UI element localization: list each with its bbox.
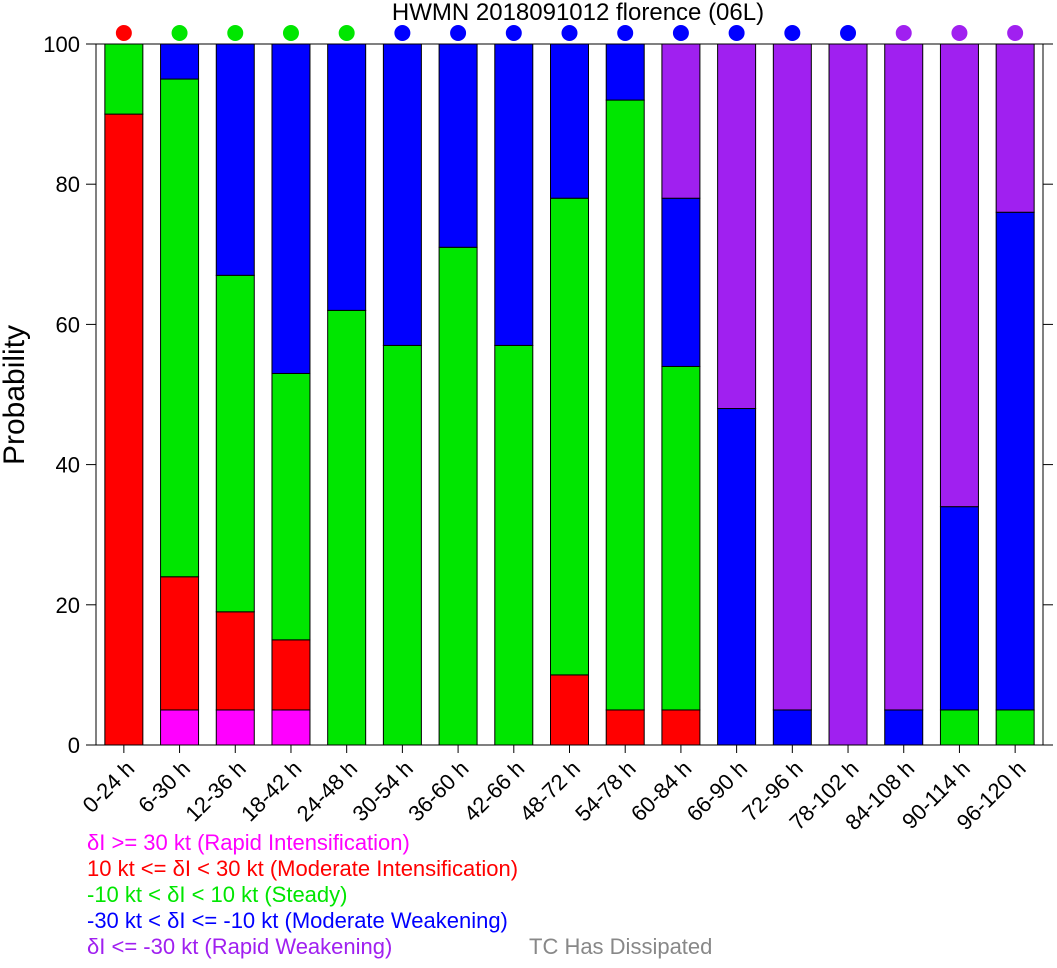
x-tick-label: 30-54 h	[347, 756, 417, 826]
bar-segment-12-4	[772, 43, 812, 711]
x-tick-label: 48-72 h	[515, 756, 585, 826]
bar-segment-1-2	[160, 78, 200, 578]
bar-segment-11-3	[717, 408, 757, 746]
legend-entry-0: δI >= 30 kt (Rapid Intensification)	[87, 830, 410, 855]
bar-segment-7-2	[494, 344, 534, 746]
bar-segment-9-3	[605, 43, 645, 101]
x-tick-label: 36-60 h	[403, 756, 473, 826]
top-marker-16	[1007, 25, 1024, 41]
y-tick-label: 0	[68, 733, 80, 758]
top-marker-8	[561, 25, 578, 41]
top-marker-10	[672, 25, 689, 41]
top-marker-1	[171, 25, 188, 41]
bar-segment-13-4	[828, 43, 868, 746]
bar-segment-1-1	[160, 576, 200, 711]
bar-segment-4-3	[327, 43, 367, 311]
bar-segment-7-3	[494, 43, 534, 346]
x-tick-label: 24-48 h	[292, 756, 362, 826]
bar-segment-10-4	[661, 43, 701, 199]
bars	[104, 43, 1035, 746]
x-tick-label: 42-66 h	[459, 756, 529, 826]
legend-entry-3: -30 kt < δI <= -10 kt (Moderate Weakenin…	[87, 908, 508, 933]
top-marker-14	[895, 25, 912, 41]
legend-entry-dissipated: TC Has Dissipated	[529, 934, 712, 959]
bar-segment-8-3	[550, 43, 589, 199]
x-tick-label: 12-36 h	[180, 756, 250, 826]
bar-segment-16-2	[995, 709, 1035, 746]
bar-segment-15-3	[939, 506, 979, 711]
bar-segment-9-2	[605, 99, 645, 711]
bar-segment-0-1	[104, 113, 144, 746]
top-marker-5	[394, 25, 411, 41]
top-marker-9	[617, 25, 634, 41]
bar-segment-1-0	[160, 709, 200, 746]
legend-entry-2: -10 kt < δI < 10 kt (Steady)	[87, 882, 347, 907]
y-tick-label: 20	[56, 593, 80, 618]
top-marker-7	[505, 25, 522, 41]
bar-segment-3-3	[271, 43, 311, 374]
bar-segment-3-2	[271, 372, 311, 641]
bar-segment-6-3	[438, 43, 478, 248]
bar-segment-8-2	[550, 197, 589, 676]
x-tick-label: 60-84 h	[626, 756, 696, 826]
bar-segment-0-2	[104, 43, 144, 115]
y-tick-label: 40	[56, 453, 80, 478]
y-tick-label: 60	[56, 312, 80, 337]
bar-segment-15-2	[939, 709, 979, 746]
bar-segment-10-1	[661, 709, 701, 746]
x-tick-label: 18-42 h	[236, 756, 306, 826]
y-tick-label: 80	[56, 172, 80, 197]
bar-segment-2-1	[215, 611, 255, 711]
bar-segment-10-2	[661, 365, 701, 711]
bar-segment-15-4	[939, 43, 979, 508]
bar-segment-14-3	[884, 709, 924, 746]
plot-frame	[95, 43, 1044, 746]
bar-segment-4-2	[327, 309, 367, 746]
bar-segment-6-2	[438, 246, 478, 746]
bar-segment-3-1	[271, 639, 311, 711]
top-marker-3	[282, 25, 299, 41]
top-marker-4	[338, 25, 355, 41]
bar-segment-12-3	[772, 709, 812, 746]
bar-segment-5-3	[382, 43, 422, 346]
top-marker-13	[840, 25, 857, 41]
bar-segment-1-3	[160, 43, 200, 80]
top-marker-12	[784, 25, 801, 41]
legend-entry-4: δI <= -30 kt (Rapid Weakening)	[87, 934, 392, 959]
y-tick-label: 100	[43, 32, 80, 57]
bar-segment-5-2	[382, 344, 422, 746]
bar-segment-10-3	[661, 197, 701, 367]
bar-segment-2-3	[215, 43, 255, 276]
bar-segment-14-4	[884, 43, 924, 711]
bar-segment-16-4	[995, 43, 1035, 213]
top-marker-6	[450, 25, 467, 41]
top-marker-15	[951, 25, 968, 41]
x-tick-label: 54-78 h	[570, 756, 640, 826]
bar-segment-9-1	[605, 709, 645, 746]
bar-segment-2-0	[215, 709, 255, 746]
legend-entry-1: 10 kt <= δI < 30 kt (Moderate Intensific…	[87, 856, 518, 881]
bar-segment-3-0	[271, 709, 311, 746]
bar-segment-8-1	[550, 674, 589, 746]
chart-title: HWMN 2018091012 florence (06L)	[392, 0, 764, 26]
bar-segment-2-2	[215, 274, 255, 613]
y-axis-title: Probability	[0, 325, 31, 465]
legend: δI >= 30 kt (Rapid Intensification)10 kt…	[87, 830, 712, 959]
top-marker-2	[227, 25, 244, 41]
x-tick-label: 0-24 h	[78, 756, 140, 818]
bar-segment-16-3	[995, 211, 1035, 711]
x-tick-label: 66-90 h	[682, 756, 752, 826]
top-marker-11	[728, 25, 745, 41]
bar-segment-11-4	[717, 43, 757, 410]
top-markers	[115, 25, 1024, 41]
top-marker-0	[115, 25, 132, 41]
